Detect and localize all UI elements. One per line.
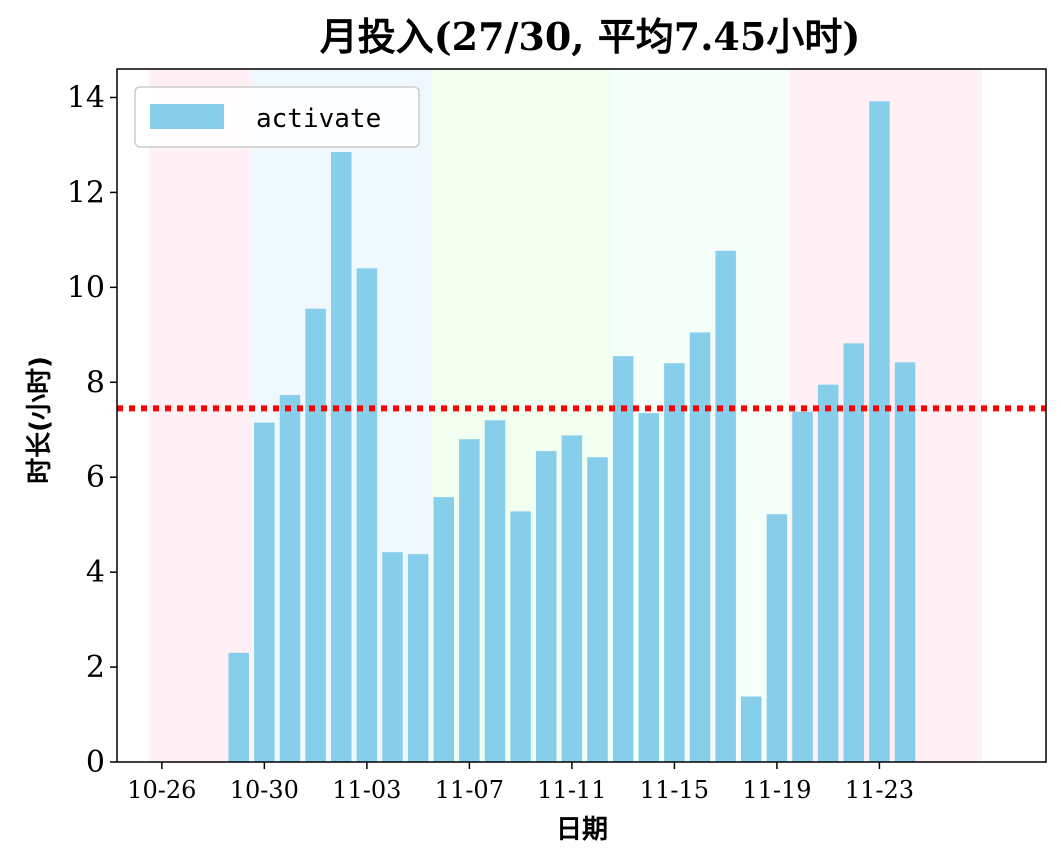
legend-label-activate: activate <box>256 104 381 134</box>
y-tick-label: 14 <box>67 80 105 115</box>
x-axis-label: 日期 <box>556 815 608 845</box>
bar-2023-11-13 <box>612 356 634 762</box>
bar-2023-11-22 <box>843 343 865 762</box>
bar-2023-11-09 <box>510 511 531 762</box>
bar-2023-10-30 <box>254 422 275 762</box>
x-tick-label: 11-11 <box>537 776 606 804</box>
y-tick-label: 10 <box>67 270 105 305</box>
bar-2023-11-18 <box>741 696 762 762</box>
legend: activate <box>134 86 420 148</box>
bar-2023-11-05 <box>407 554 429 762</box>
bar-2023-11-15 <box>664 363 685 762</box>
x-tick-label: 11-19 <box>742 776 811 804</box>
x-tick-label: 11-23 <box>845 776 914 804</box>
bar-2023-11-21 <box>817 384 839 762</box>
y-tick-label: 2 <box>86 650 105 685</box>
plot-frame <box>116 68 1047 763</box>
y-tick-label: 0 <box>86 745 105 780</box>
bar-2023-11-07 <box>459 439 480 762</box>
bar-2023-11-17 <box>715 250 736 763</box>
x-tick-label: 10-26 <box>127 776 196 804</box>
bar-2023-11-02 <box>330 152 352 762</box>
bar-2023-10-29 <box>228 652 249 762</box>
y-tick-label: 12 <box>67 175 105 210</box>
x-tick-label: 11-03 <box>332 776 401 804</box>
legend-box <box>134 86 420 148</box>
bar-2023-11-11 <box>561 435 583 762</box>
x-tick-label: 10-30 <box>230 776 299 804</box>
bar-2023-11-23 <box>869 101 890 762</box>
bar-2023-11-16 <box>689 332 711 762</box>
bar-2023-11-20 <box>792 411 813 762</box>
background-band-1 <box>149 69 252 762</box>
bar-2023-11-12 <box>587 457 608 762</box>
x-tick-label: 11-07 <box>435 776 504 804</box>
y-tick-label: 8 <box>86 365 105 400</box>
bar-2023-11-04 <box>382 552 403 762</box>
y-axis: 0 2 4 6 8 10 12 14 <box>67 80 117 780</box>
bar-2023-10-31 <box>279 395 301 762</box>
bar-2023-11-19 <box>766 514 788 762</box>
chart-title: 月投入(27/30, 平均7.45小时) <box>320 14 861 59</box>
bar-2023-11-03 <box>356 268 378 762</box>
bar-2023-11-14 <box>638 413 660 762</box>
y-axis-label: 时长(小时) <box>25 356 55 484</box>
y-tick-label: 4 <box>86 555 105 590</box>
bar-2023-11-10 <box>536 451 557 762</box>
bar-2023-11-24 <box>894 362 916 762</box>
x-tick-label: 11-15 <box>640 776 709 804</box>
legend-swatch-activate <box>150 104 224 129</box>
bar-series-activate <box>228 101 916 763</box>
x-axis: 10-26 10-30 11-03 11-07 11-11 11-15 11-19 11-23 <box>127 762 914 804</box>
bar-2023-11-06 <box>433 497 455 762</box>
y-tick-label: 6 <box>86 460 105 495</box>
bar-2023-11-08 <box>484 420 506 762</box>
bar-2023-11-01 <box>305 308 326 762</box>
